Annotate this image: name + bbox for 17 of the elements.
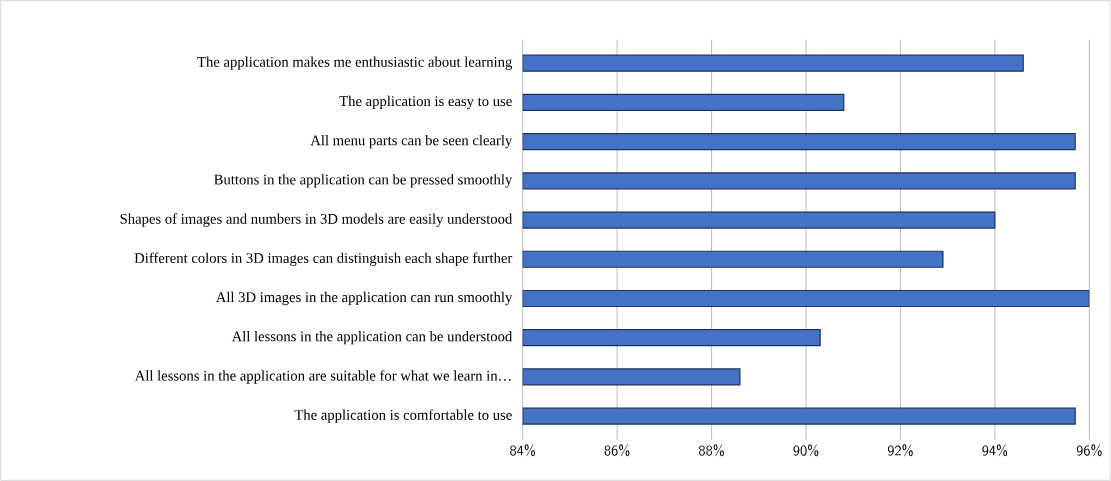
y-tick-label: All lessons in the application are suitable for what we learn in… [134,370,511,384]
x-tick-label: 84% [510,444,536,457]
y-tick-label: The application is comfortable to use [294,409,512,423]
x-tick-label: 86% [604,444,630,457]
y-tick-label: The application is easy to use [339,95,512,110]
y-tick-label: Different colors in 3D images can distinguish each shape further [134,252,513,267]
y-tick-label: All menu parts can be seen clearly [310,134,513,149]
x-tick-label: 88% [698,444,724,457]
y-tick-label: All 3D images in the application can run smoothly [215,291,513,306]
x-tick-label: 92% [887,444,913,457]
y-tick-label: The application makes me enthusiastic about learning [197,56,513,70]
x-tick-label: 96% [1076,444,1102,457]
x-tick-label: 94% [982,444,1008,457]
x-tick-label: 90% [793,444,819,457]
y-tick-label: All lessons in the application can be understood [231,331,513,345]
y-tick-label: Shapes of images and numbers in 3D models are easily understood [120,213,513,227]
y-tick-label: Buttons in the application can be pressed smoothly [214,174,513,188]
